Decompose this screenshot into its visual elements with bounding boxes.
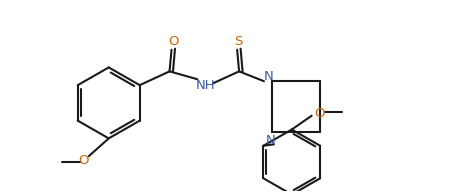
Text: O: O [167,35,178,48]
Text: N: N [265,134,275,147]
Text: O: O [78,154,89,166]
Text: O: O [313,107,324,120]
Text: NH: NH [195,79,215,92]
Text: S: S [234,35,242,48]
Text: N: N [263,70,273,83]
